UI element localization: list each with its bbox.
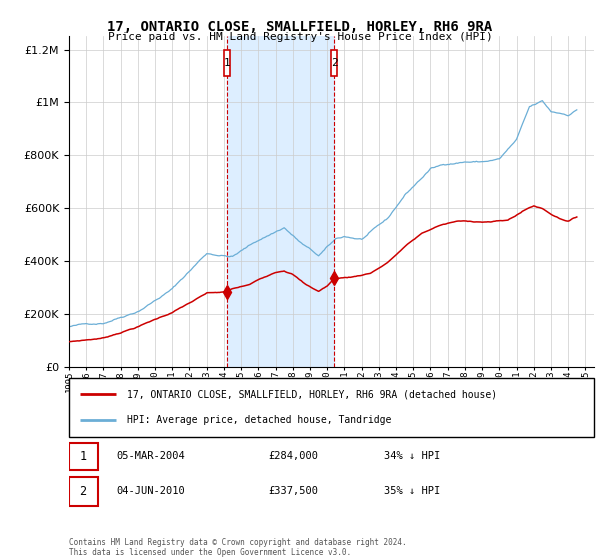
Bar	[227, 36, 334, 367]
Text: Price paid vs. HM Land Registry's House Price Index (HPI): Price paid vs. HM Land Registry's House …	[107, 32, 493, 43]
Text: 1: 1	[223, 58, 230, 68]
FancyBboxPatch shape	[224, 50, 230, 76]
Text: 34% ↓ HPI: 34% ↓ HPI	[384, 451, 440, 461]
Text: 1: 1	[80, 450, 87, 463]
Text: £337,500: £337,500	[269, 487, 319, 496]
Text: HPI: Average price, detached house, Tandridge: HPI: Average price, detached house, Tand…	[127, 416, 391, 426]
Text: 17, ONTARIO CLOSE, SMALLFIELD, HORLEY, RH6 9RA (detached house): 17, ONTARIO CLOSE, SMALLFIELD, HORLEY, R…	[127, 389, 497, 399]
Text: 05-MAR-2004: 05-MAR-2004	[116, 451, 185, 461]
Text: Contains HM Land Registry data © Crown copyright and database right 2024.
This d: Contains HM Land Registry data © Crown c…	[69, 538, 407, 557]
Text: 2: 2	[331, 58, 338, 68]
Text: £284,000: £284,000	[269, 451, 319, 461]
FancyBboxPatch shape	[69, 443, 98, 470]
FancyBboxPatch shape	[69, 477, 98, 506]
Text: 2: 2	[80, 485, 87, 498]
FancyBboxPatch shape	[331, 50, 337, 76]
Text: 04-JUN-2010: 04-JUN-2010	[116, 487, 185, 496]
FancyBboxPatch shape	[69, 378, 594, 437]
Text: 35% ↓ HPI: 35% ↓ HPI	[384, 487, 440, 496]
Text: 17, ONTARIO CLOSE, SMALLFIELD, HORLEY, RH6 9RA: 17, ONTARIO CLOSE, SMALLFIELD, HORLEY, R…	[107, 20, 493, 34]
